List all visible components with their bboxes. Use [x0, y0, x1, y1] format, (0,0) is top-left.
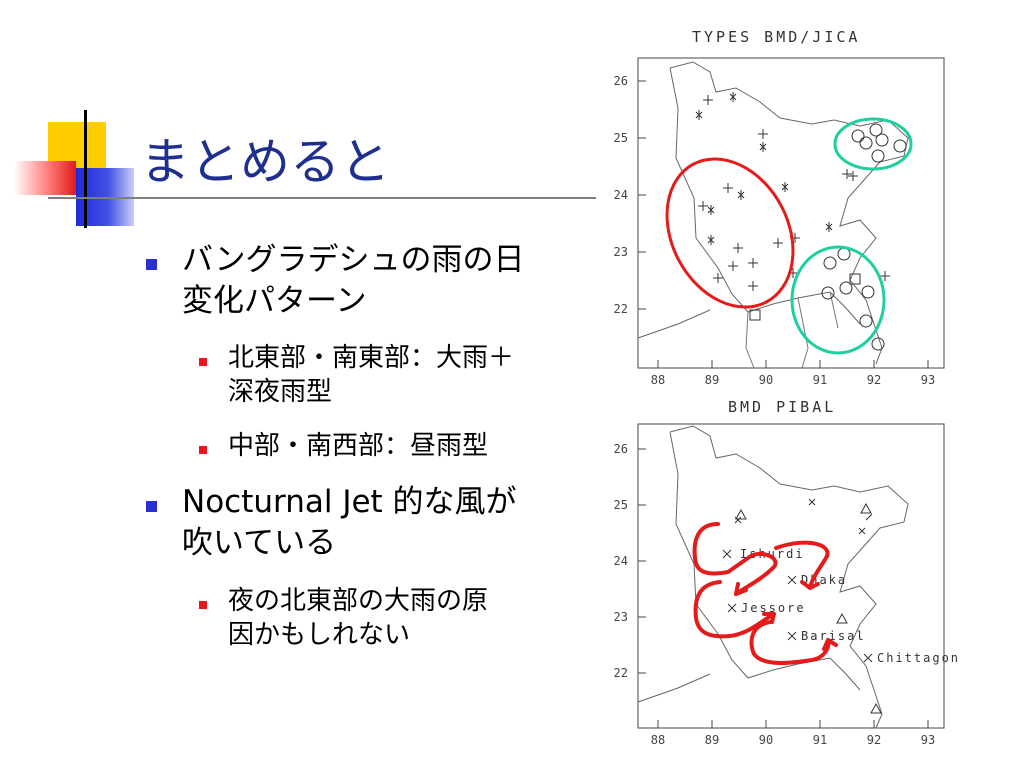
- bullet-2-line-2: 吹いている: [182, 524, 337, 561]
- bullet-2: Nocturnal Jet 的な風が 吹いている: [182, 482, 517, 564]
- map-bottom-ticks: [638, 448, 929, 728]
- page-title: まとめると: [140, 133, 390, 191]
- map-top-xtick: 93: [921, 373, 935, 387]
- decorative-vertical-line: [84, 110, 87, 228]
- bullet-square-1: [146, 259, 157, 270]
- map-bottom-ytick: 23: [614, 610, 628, 624]
- station-label-chittagong: Chittagong: [877, 651, 958, 665]
- map-bottom-xtick: 89: [705, 733, 719, 747]
- decorative-red-bar: [14, 161, 76, 195]
- sub-bullet-2-1-line-2: 因かもしれない: [228, 619, 411, 650]
- arrow-upper-left: [692, 522, 778, 596]
- map-top-border: [637, 61, 909, 365]
- highlight-central-region: [665, 157, 795, 309]
- nocturnal-jet-arrows: [692, 522, 838, 665]
- highlight-northeast-region: [833, 117, 913, 171]
- arrow-lower-left: [693, 580, 776, 639]
- sub-bullet-square-2-1: [199, 601, 207, 609]
- map-bottom-xtick: 92: [867, 733, 881, 747]
- bullet-1: バングラデシュの雨の日 変化パターン: [182, 240, 525, 322]
- map-top-xtick: 89: [705, 373, 719, 387]
- map-top-ytick: 22: [614, 302, 628, 316]
- station-label-jessore: Jessore: [741, 601, 806, 615]
- map-top-xtick: 90: [759, 373, 773, 387]
- bullet-square-2: [146, 501, 157, 512]
- map-bottom-ytick: 26: [614, 442, 628, 456]
- map-bottom: Ishurdi Dhaka Jessore Barisal Chittagong…: [614, 423, 958, 747]
- sub-bullet-1-1-line-1: 北東部・南東部：大雨＋: [228, 343, 515, 373]
- map-bottom-border: [637, 425, 909, 729]
- map-bottom-frame: [637, 423, 945, 729]
- map-top-ytick: 25: [614, 131, 628, 145]
- map-top: 26 25 24 23 22 88 89 90 91 92 93: [614, 57, 945, 387]
- map-top-xtick: 91: [813, 373, 827, 387]
- title-underline: [48, 197, 596, 199]
- map-bottom-symbols: [722, 498, 882, 714]
- map-top-frame: [637, 57, 945, 369]
- sub-bullet-square-1-1: [199, 358, 207, 366]
- map-bottom-xtick: 93: [921, 733, 935, 747]
- map-bottom-xtick: 90: [759, 733, 773, 747]
- map-top-xtick: 88: [651, 373, 665, 387]
- sub-bullet-square-1-2: [199, 446, 207, 454]
- map-bottom-title: BMD PIBAL: [728, 398, 837, 416]
- map-top-ticks: [638, 80, 929, 368]
- sub-bullet-1-1: 北東部・南東部：大雨＋ 深夜雨型: [228, 342, 514, 410]
- bullet-1-line-2: 変化パターン: [182, 282, 367, 319]
- map-bottom-ytick: 22: [614, 666, 628, 680]
- sub-bullet-2-1-line-1: 夜の北東部の大雨の原: [228, 586, 489, 616]
- station-label-barisal: Barisal: [801, 629, 866, 643]
- map-top-xtick: 92: [867, 373, 881, 387]
- sub-bullet-1-2: 中部・南西部：昼雨型: [228, 430, 488, 464]
- arrow-upper-right: [774, 540, 830, 590]
- sub-bullet-1-2-line-1: 中部・南西部：昼雨型: [228, 431, 489, 461]
- map-top-ytick: 24: [614, 188, 628, 202]
- arrow-lower-right: [749, 620, 838, 665]
- sub-bullet-2-1: 夜の北東部の大雨の原 因かもしれない: [228, 585, 488, 653]
- highlight-southeast-region: [790, 245, 886, 355]
- map-bottom-ytick: 24: [614, 554, 628, 568]
- map-top-ytick: 23: [614, 245, 628, 259]
- map-bottom-xtick: 88: [651, 733, 665, 747]
- station-label-ishurdi: Ishurdi: [740, 547, 805, 561]
- map-bottom-ytick: 25: [614, 498, 628, 512]
- bullet-2-line-1: Nocturnal Jet 的な風が: [182, 484, 517, 520]
- map-top-title: TYPES BMD/JICA: [692, 28, 861, 46]
- bullet-1-line-1: バングラデシュの雨の日: [182, 242, 525, 278]
- map-top-ytick: 26: [614, 74, 628, 88]
- sub-bullet-1-1-line-2: 深夜雨型: [228, 376, 333, 407]
- map-top-symbols: [695, 92, 907, 351]
- map-bottom-xtick: 91: [813, 733, 827, 747]
